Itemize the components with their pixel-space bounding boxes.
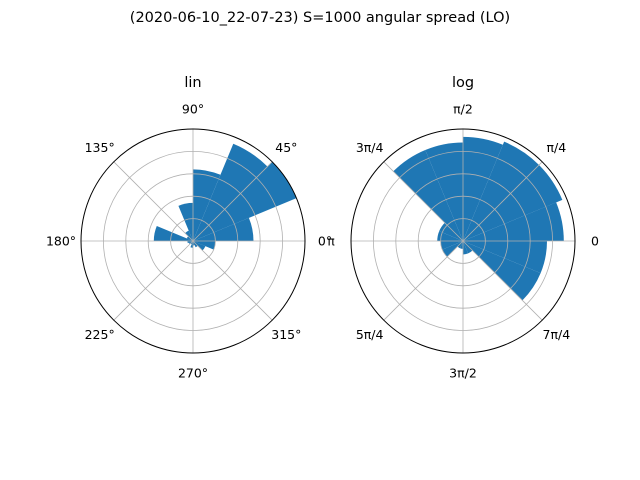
- lin-angle-label-6: 270°: [178, 366, 208, 381]
- lin-bar-7: [153, 226, 193, 241]
- log-agrid-7: [462, 240, 543, 321]
- log-agrid-5: [383, 240, 464, 321]
- log-bar-14: [463, 241, 541, 301]
- lin-angle-label-3: 135°: [85, 140, 115, 155]
- log-angle-label-7: 7π/4: [543, 327, 571, 342]
- lin-angle-label-0: 0°: [318, 234, 332, 249]
- lin-bar-1: [193, 161, 297, 241]
- lin-angle-label-2: 90°: [182, 102, 204, 117]
- log-bar-0: [463, 202, 564, 241]
- lin-bar-8: [187, 241, 193, 244]
- log-bar-8: [440, 241, 463, 250]
- lin-bar-4: [178, 202, 193, 241]
- lin-axes-title: lin: [184, 75, 201, 91]
- lin-agrid-5: [113, 240, 194, 321]
- log-bar-1: [463, 164, 563, 241]
- lin-bar-5: [185, 230, 193, 241]
- lin-agrid-7: [192, 240, 273, 321]
- polar-axes-log: 0 π/4 π/2 3π/4 π 5π/4 3π/2 7π/4 log: [327, 75, 599, 381]
- lin-bar-12: [193, 241, 195, 246]
- polar-axes-lin: 0° 45° 90° 135° 180° 225° 270° 315° lin: [46, 75, 332, 381]
- lin-bar-3: [193, 169, 221, 241]
- lin-angle-label-1: 45°: [275, 140, 297, 155]
- lin-angle-label-5: 225°: [85, 327, 115, 342]
- log-bar-9: [442, 241, 463, 257]
- lin-bar-11: [190, 241, 193, 248]
- lin-bar-14: [193, 241, 206, 251]
- log-bar-2: [463, 141, 540, 241]
- log-angle-label-0: 0: [591, 234, 599, 249]
- lin-agrid-1: [192, 161, 273, 242]
- lin-agrid-3: [113, 161, 194, 242]
- log-angle-label-5: 5π/4: [356, 327, 384, 342]
- log-bar-7: [437, 231, 463, 241]
- log-agrid-3: [383, 161, 464, 242]
- log-angle-label-2: π/2: [453, 102, 473, 117]
- figure-suptitle: (2020-06-10_22-07-23) S=1000 angular spr…: [130, 10, 510, 26]
- lin-spine: [80, 128, 306, 354]
- log-agrid-1: [462, 161, 543, 242]
- log-angle-label-6: 3π/2: [449, 366, 477, 381]
- log-bar-11: [460, 241, 463, 249]
- log-bar-4: [425, 142, 463, 241]
- lin-bar-15: [193, 241, 216, 250]
- log-bar-13: [463, 241, 473, 254]
- log-bar-12: [463, 241, 469, 255]
- log-angle-label-4: π: [327, 234, 335, 249]
- log-spine: [350, 128, 576, 354]
- lin-bar-0: [193, 217, 254, 241]
- log-bar-5: [393, 149, 463, 241]
- lin-bar-2: [193, 143, 268, 241]
- lin-angle-label-4: 180°: [46, 234, 76, 249]
- log-axes-title: log: [452, 75, 474, 91]
- log-bar-3: [463, 136, 503, 241]
- lin-angle-label-7: 315°: [271, 327, 301, 342]
- log-angle-label-3: 3π/4: [356, 140, 384, 155]
- log-angle-label-1: π/4: [546, 140, 566, 155]
